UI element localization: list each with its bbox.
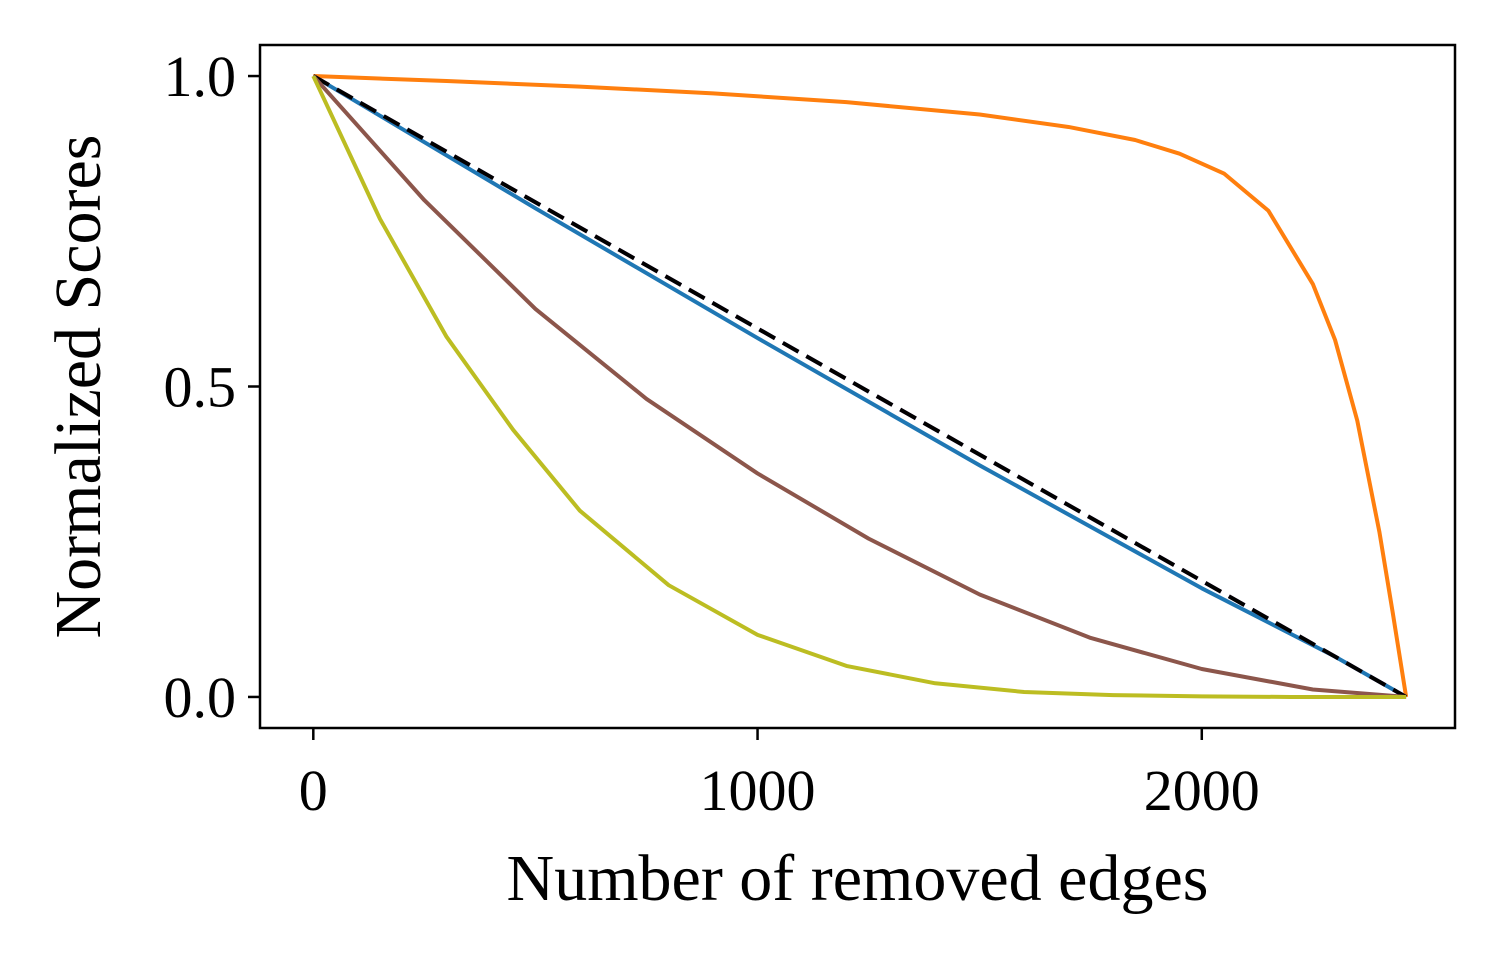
series-line-6	[311, 75, 1407, 699]
x-tick-label: 1000	[700, 758, 816, 823]
series-line-1	[313, 74, 1409, 698]
x-tick-label: 2000	[1144, 758, 1260, 823]
tick-layer: 0 1000 2000 0.0 0.5 1.0	[164, 44, 1260, 823]
y-tick-label: 0.0	[164, 665, 237, 730]
x-axis-label: Number of removed edges	[507, 842, 1209, 915]
series-line-4	[312, 74, 1408, 699]
series-layer	[311, 74, 1409, 699]
series-line-5	[311, 74, 1407, 699]
y-tick-label: 1.0	[164, 44, 237, 109]
x-tick-label: 0	[299, 758, 328, 823]
y-axis-label: Normalized Scores	[42, 135, 115, 639]
y-tick-label: 0.5	[164, 355, 237, 420]
